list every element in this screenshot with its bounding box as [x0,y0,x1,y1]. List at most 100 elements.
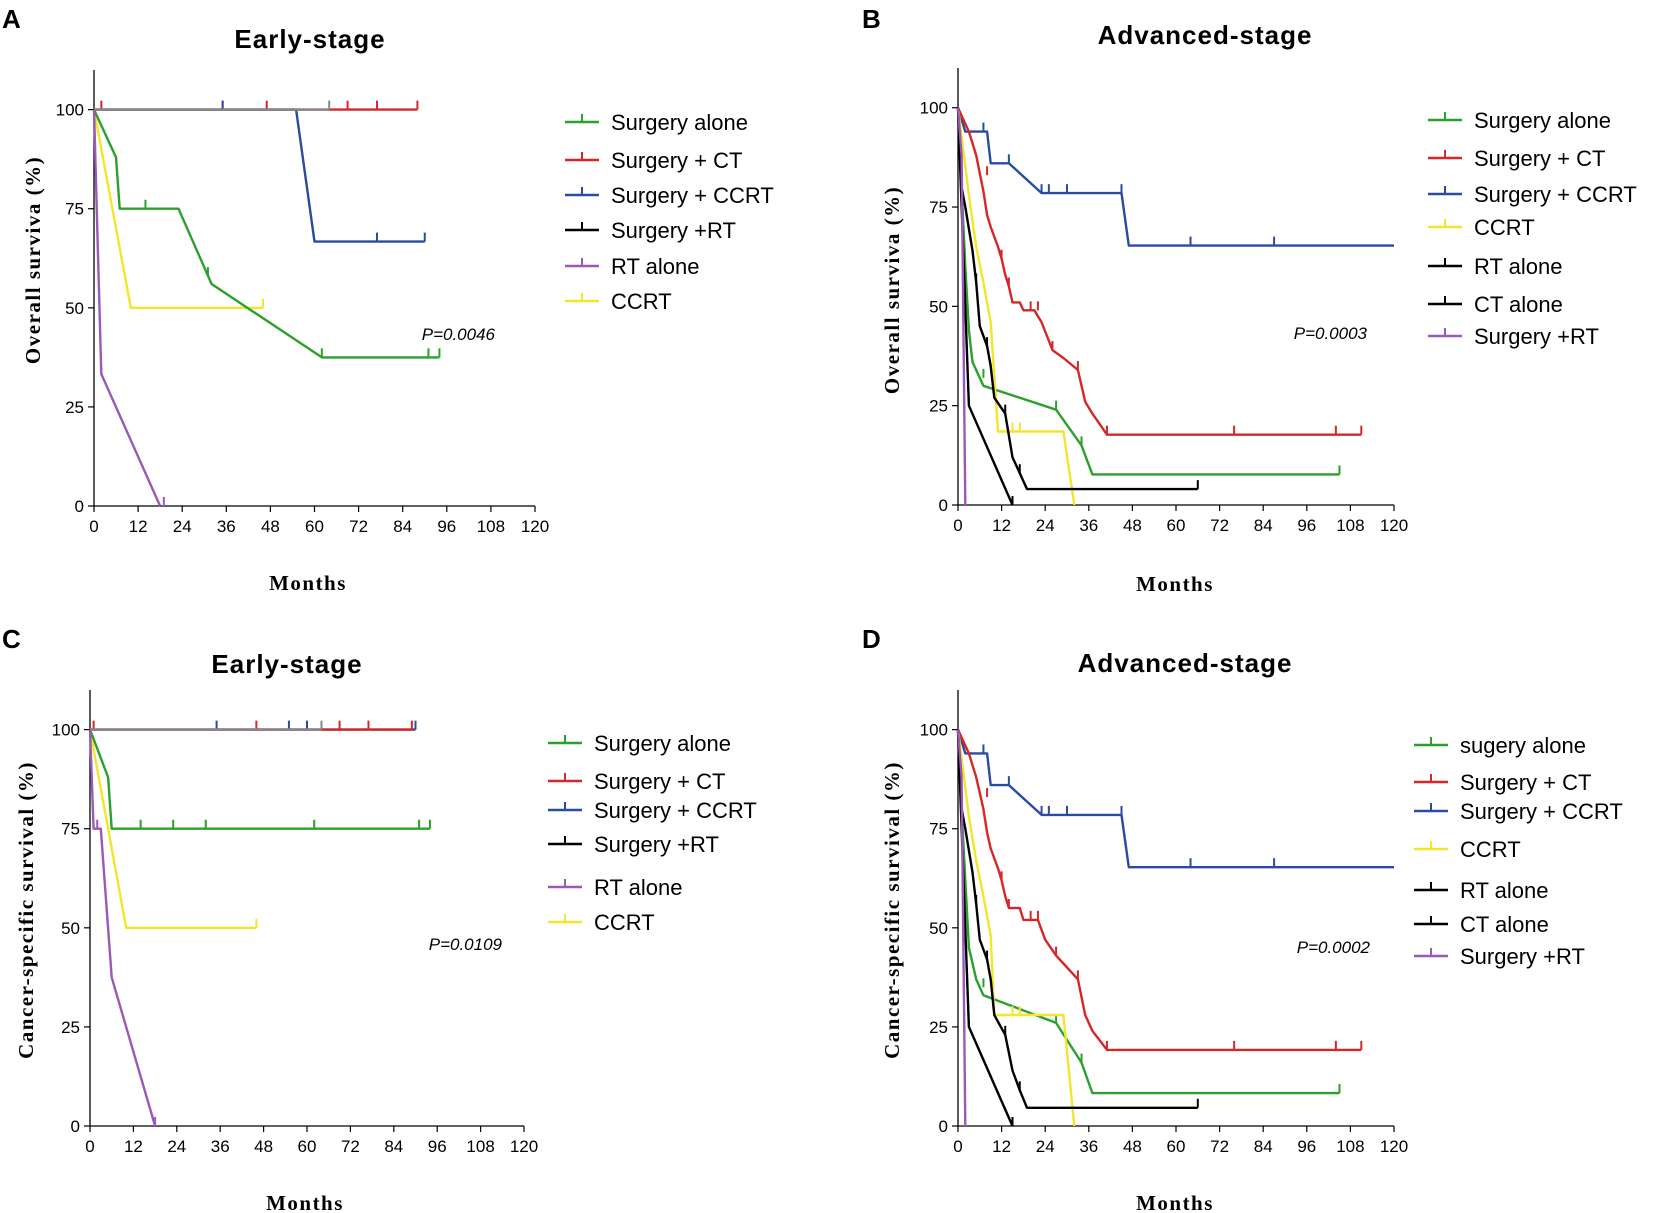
panel-b-y-tick-label: 50 [929,297,948,316]
panel-d-x-tick-label: 108 [1336,1137,1364,1156]
panel-b-axes: 0 25 50 75 100 0 12 24 36 48 60 72 84 96 108 120 [920,68,1408,535]
panel-c-legend-item: Surgery + CT [548,769,725,794]
legend-label: Surgery + CT [594,769,725,794]
legend-label: Surgery +RT [594,832,719,857]
panel-a-x-tick-label: 36 [217,517,236,536]
panel-b-x-tick-label: 96 [1297,516,1316,535]
panel-d-x-tick-label: 24 [1036,1137,1055,1156]
panel-a: A Early-stage Overall surviva (%) Months… [2,4,774,595]
legend-label: CT alone [1474,292,1563,317]
panel-c-x-axis-label: Months [266,1191,344,1213]
legend-label: RT alone [1474,254,1562,279]
legend-label: CCRT [1460,837,1521,862]
panel-d-legend-item: Surgery + CT [1414,770,1591,795]
panel-letter-d: D [862,624,881,654]
panel-b-curve-ccrt [956,107,1076,506]
panel-a-title: Early-stage [234,24,385,54]
panel-b-x-tick-label: 0 [953,516,962,535]
panel-c-legend-item: RT alone [548,875,682,900]
panel-b-x-tick-label: 60 [1167,516,1186,535]
panel-d-curve-surgery-ccrt [956,729,1394,869]
panel-d-title: Advanced-stage [1078,648,1293,678]
panel-b-legend-item: Surgery alone [1428,108,1611,133]
panel-c-y-tick-label: 25 [61,1018,80,1037]
panel-d-y-tick-label: 25 [929,1018,948,1037]
panel-d-x-tick-label: 84 [1254,1137,1273,1156]
panel-a-legend-item: Surgery +RT [565,218,736,243]
panel-c-x-tick-label: 0 [85,1137,94,1156]
panel-d-legend-item: CCRT [1414,837,1521,862]
legend-label: Surgery + CT [611,148,742,173]
panel-c-p-value: P=0.0109 [429,935,503,954]
legend-label: Surgery + CCRT [594,798,757,823]
legend-label: CCRT [611,289,672,314]
panel-a-x-tick-label: 24 [173,517,192,536]
panel-a-x-tick-label: 84 [393,517,412,536]
panel-a-curve-surgery-ccrt [94,108,425,243]
panel-a-y-axis-label: Overall surviva (%) [21,156,45,364]
panel-d-y-tick-label: 75 [929,820,948,839]
panel-a-y-tick-label: 50 [65,299,84,318]
panel-b-curve-ct-alone [956,107,1198,491]
panel-letter-a: A [2,4,21,34]
panel-c-x-tick-label: 48 [254,1137,273,1156]
panel-d-y-tick-label: 0 [939,1117,948,1136]
panel-b-curve-surgery-ccrt [956,107,1394,247]
legend-label: Surgery alone [594,731,731,756]
panel-a-x-tick-label: 108 [477,517,505,536]
panel-c-axes: 0 25 50 75 100 0 12 24 36 48 60 72 84 96 108 120 [52,690,538,1156]
panel-d-x-tick-label: 96 [1297,1137,1316,1156]
panel-a-legend-item: CCRT [565,289,672,314]
panel-c-x-tick-label: 24 [167,1137,186,1156]
legend-label: CCRT [594,910,655,935]
panel-c-x-tick-label: 84 [384,1137,403,1156]
panel-c-curve-surgery-alone [88,729,430,830]
legend-label: Surgery alone [1474,108,1611,133]
panel-b-y-axis-label: Overall surviva (%) [880,186,904,394]
legend-label: Surgery + CT [1474,146,1605,171]
panel-c-y-tick-label: 0 [71,1117,80,1136]
panel-b-legend-item: Surgery +RT [1428,324,1599,349]
panel-c-legend-item: Surgery alone [548,731,731,756]
panel-a-x-tick-label: 60 [305,517,324,536]
panel-b-curve-surgery-alone [956,107,1340,476]
panel-d-x-tick-label: 36 [1079,1137,1098,1156]
legend-label: CCRT [1474,215,1535,240]
panel-a-p-value: P=0.0046 [422,325,496,344]
legend-label: Surgery + CCRT [1474,182,1637,207]
panel-a-legend-item: Surgery alone [565,110,748,135]
panel-a-axes: 0 25 50 75 100 0 12 24 36 48 60 72 84 96 108 120 [56,70,549,536]
panel-a-x-tick-label: 72 [349,517,368,536]
panel-d-x-tick-label: 0 [953,1137,962,1156]
panel-d-x-tick-label: 60 [1167,1137,1186,1156]
panel-c-x-tick-label: 36 [211,1137,230,1156]
panel-a-curve-surgery-alone [92,109,440,359]
legend-label: RT alone [611,254,699,279]
panel-d-legend-item: RT alone [1414,878,1548,903]
panel-a-legend-item: Surgery + CT [565,148,742,173]
panel-c-curves [88,720,431,1127]
panel-d-x-tick-label: 48 [1123,1137,1142,1156]
panel-d-curve-ct-alone [956,729,1198,1109]
panel-letter-b: B [862,4,881,34]
panel-d-x-axis-label: Months [1136,1191,1214,1213]
legend-label: RT alone [594,875,682,900]
panel-a-y-tick-label: 75 [65,200,84,219]
panel-b-legend-item: Surgery + CT [1428,146,1605,171]
panel-a-curves [92,100,441,507]
panel-a-curve-rt-alone [92,109,162,507]
panel-a-x-tick-label: 96 [437,517,456,536]
panel-b-x-tick-label: 12 [992,516,1011,535]
panel-d-legend-item: Surgery +RT [1414,944,1585,969]
panel-c-curve-ccrt [88,729,257,929]
panel-c-x-tick-label: 96 [428,1137,447,1156]
legend-label: sugery alone [1460,733,1586,758]
panel-b-y-tick-label: 75 [929,198,948,217]
panel-b-legend-item: RT alone [1428,254,1562,279]
panel-d-p-value: P=0.0002 [1297,938,1371,957]
legend-label: Surgery + CT [1460,770,1591,795]
legend-label: Surgery +RT [611,218,736,243]
panel-d-curves [956,729,1394,1127]
panel-a-x-tick-label: 0 [89,517,98,536]
